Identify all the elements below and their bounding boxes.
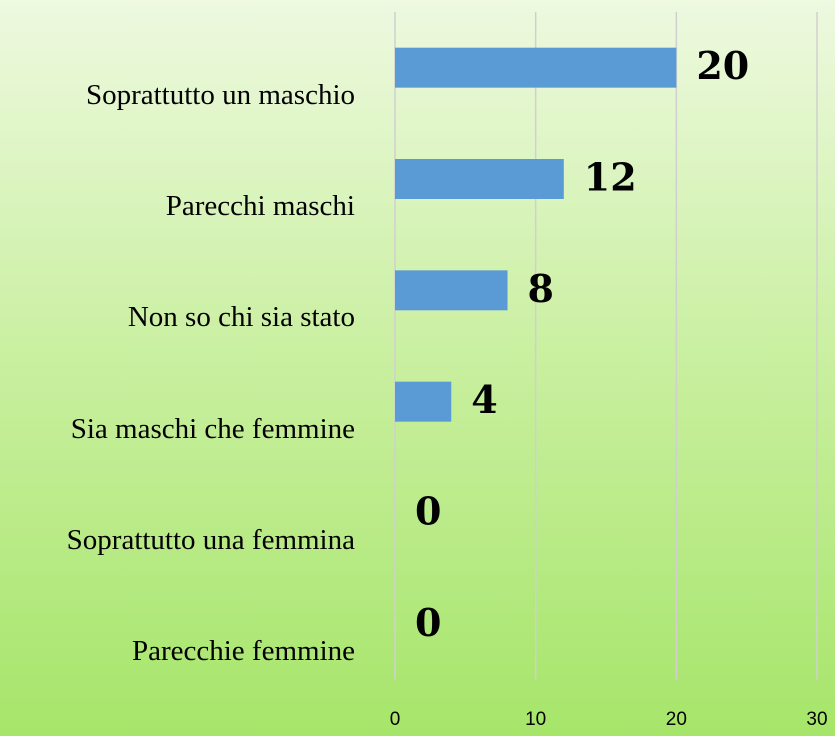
data-label: 0 bbox=[415, 600, 441, 645]
category-label: Soprattutto un maschio bbox=[85, 78, 355, 111]
bar bbox=[395, 47, 677, 88]
category-label: Parecchie femmine bbox=[131, 635, 355, 668]
data-label: 20 bbox=[696, 43, 749, 88]
x-tick-label: 0 bbox=[390, 709, 401, 730]
category-label: Parecchi maschi bbox=[165, 190, 355, 222]
category-label: Soprattutto una femmina bbox=[66, 524, 355, 556]
x-tick-label: 20 bbox=[666, 709, 687, 730]
x-tick-label: 30 bbox=[806, 709, 827, 730]
data-label: 0 bbox=[415, 489, 441, 534]
bar bbox=[395, 381, 452, 422]
data-label: 4 bbox=[471, 377, 497, 422]
x-tick-label: 10 bbox=[525, 709, 546, 730]
data-label: 8 bbox=[528, 266, 554, 311]
category-label: Non so chi sia stato bbox=[127, 301, 355, 334]
data-label: 12 bbox=[584, 155, 637, 200]
category-label: Sia maschi che femmine bbox=[70, 412, 355, 445]
bar bbox=[395, 159, 564, 199]
bar bbox=[395, 270, 508, 311]
